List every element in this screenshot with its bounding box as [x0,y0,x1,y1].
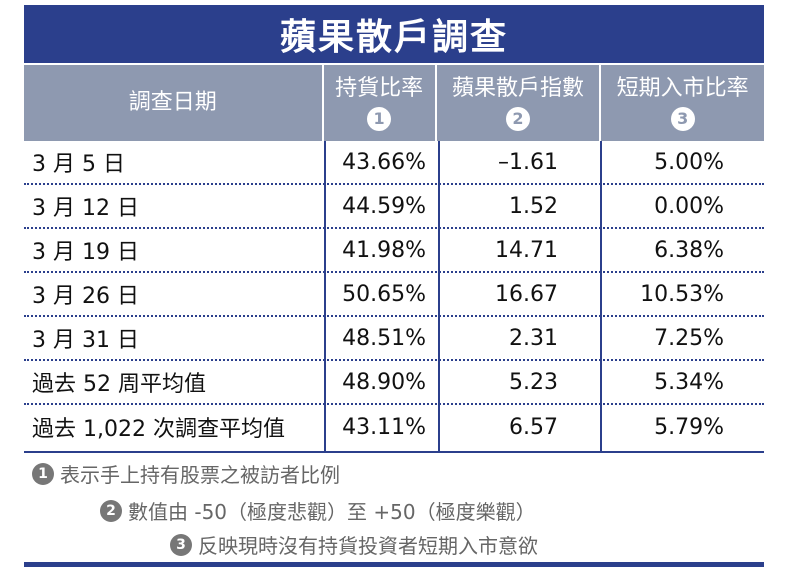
row-index: 5.23 [509,369,558,395]
header-divider [434,65,437,141]
row-entry: 10.53% [640,281,724,307]
row-holding: 48.51% [342,325,426,351]
header-entry-label: 短期入市比率 [616,76,749,101]
table-row: 3 月 12 日 44.59% 1.52 0.00% [24,185,764,229]
row-holding: 44.59% [342,193,426,219]
table-body: 3 月 5 日 43.66% –1.61 5.00% 3 月 12 日 44.5… [24,141,764,449]
footnote-3-text: 反映現時沒有持貨投資者短期入市意欲 [198,534,538,558]
row-entry: 5.34% [654,369,724,395]
row-holding: 48.90% [342,369,426,395]
header-index-label: 蘋果散戶指數 [451,76,584,101]
table-row: 3 月 19 日 41.98% 14.71 6.38% [24,229,764,273]
row-holding: 43.11% [342,414,426,440]
row-date: 3 月 31 日 [32,328,139,353]
row-entry: 0.00% [654,193,724,219]
header-divider [321,65,324,141]
table-row: 3 月 31 日 48.51% 2.31 7.25% [24,317,764,361]
column-divider [600,141,602,451]
row-index: 16.67 [495,281,558,307]
footnote-1-icon: 1 [367,107,392,131]
footnote-1-text: 表示手上持有股票之被訪者比例 [60,463,340,487]
row-date: 3 月 12 日 [32,196,139,221]
table-row: 過去 52 周平均值 48.90% 5.23 5.34% [24,361,764,405]
row-holding: 50.65% [342,281,426,307]
footnote-3: 3 反映現時沒有持貨投資者短期入市意欲 [170,530,538,559]
row-entry: 7.25% [654,325,724,351]
row-index: 1.52 [509,193,558,219]
row-date: 3 月 19 日 [32,240,139,265]
footnote-1-icon: 1 [32,462,54,485]
footnotes [24,451,764,453]
row-entry: 5.79% [654,414,724,440]
header-holding-ratio: 持貨比率 1 [324,65,435,141]
row-index: –1.61 [498,149,558,175]
table-row: 過去 1,022 次調查平均值 43.11% 6.57 5.79% [24,405,764,449]
table-header: 調查日期 持貨比率 1 蘋果散戶指數 2 短期入市比率 3 [24,65,764,141]
row-index: 2.31 [509,325,558,351]
row-date: 3 月 5 日 [32,152,125,177]
row-date: 3 月 26 日 [32,284,139,309]
table-row: 3 月 5 日 43.66% –1.61 5.00% [24,141,764,185]
table-title: 蘋果散戶調查 [24,5,764,63]
footnote-2-icon: 2 [100,499,122,522]
header-retail-index: 蘋果散戶指數 2 [437,65,600,141]
footnote-2-text: 數值由 -50（極度悲觀）至 +50（極度樂觀） [128,500,536,524]
header-entry-ratio: 短期入市比率 3 [601,65,764,141]
header-holding-label: 持貨比率 [335,76,424,101]
row-date: 過去 52 周平均值 [32,372,206,397]
footnote-3-icon: 3 [670,107,695,131]
row-index: 6.57 [509,414,558,440]
row-holding: 43.66% [342,149,426,175]
column-divider [324,141,326,451]
footnote-1: 1 表示手上持有股票之被訪者比例 [32,459,340,488]
table-row: 3 月 26 日 50.65% 16.67 10.53% [24,273,764,317]
row-entry: 6.38% [654,237,724,263]
header-divider [599,65,602,141]
row-entry: 5.00% [654,149,724,175]
row-holding: 41.98% [342,237,426,263]
bottom-rule [24,562,764,567]
row-index: 14.71 [495,237,558,263]
footnote-2-icon: 2 [506,107,530,131]
footnote-3-icon: 3 [170,533,192,556]
header-date: 調查日期 [128,90,217,115]
row-date: 過去 1,022 次調查平均值 [32,417,285,442]
column-divider [438,141,440,451]
footnote-2: 2 數值由 -50（極度悲觀）至 +50（極度樂觀） [100,496,536,525]
